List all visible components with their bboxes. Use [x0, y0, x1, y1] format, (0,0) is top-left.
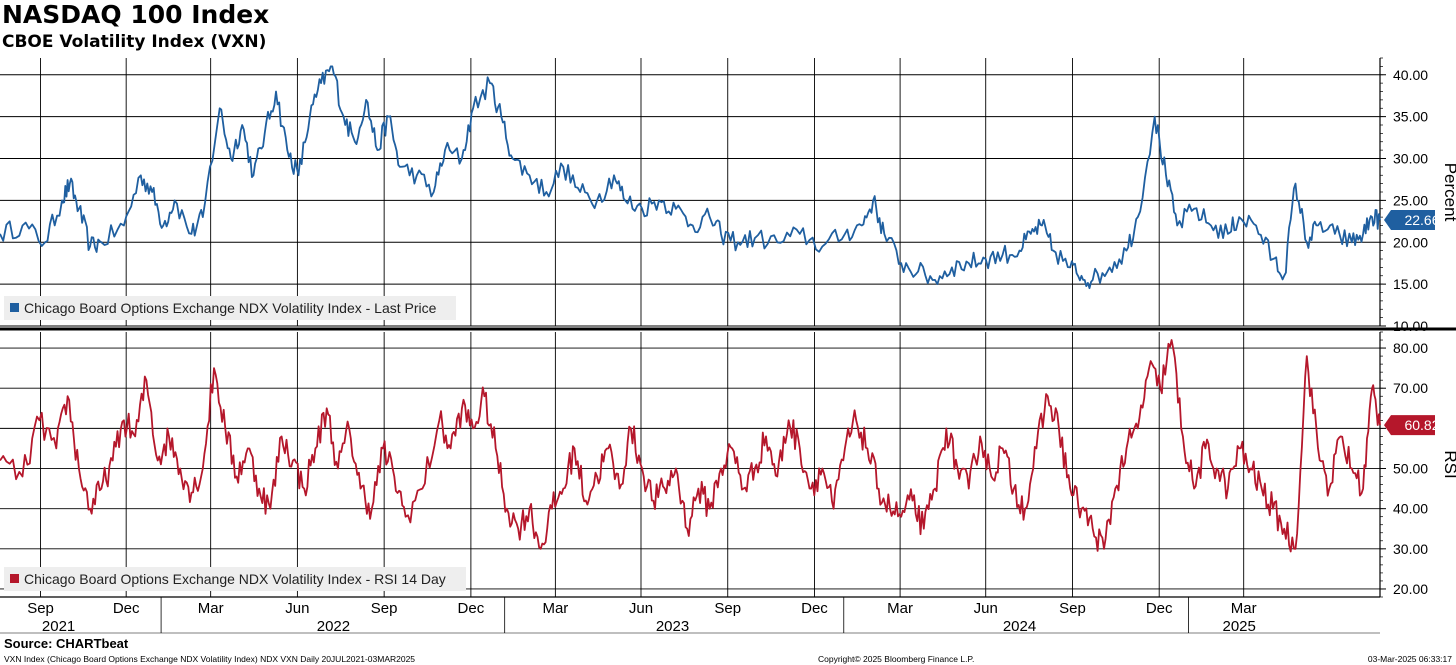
x-month-label: Sep	[27, 600, 54, 617]
y-tick-label: 20.00	[1393, 234, 1428, 250]
legend-box	[4, 567, 466, 591]
x-month-label: Dec	[1146, 600, 1173, 617]
legend-swatch	[10, 303, 19, 312]
y-axis-title: Percent	[1441, 163, 1456, 222]
chart-subtitle: CBOE Volatility Index (VXN)	[2, 32, 267, 52]
x-month-label: Jun	[974, 600, 998, 617]
panel-background-2	[0, 332, 1380, 597]
y-tick-label: 80.00	[1393, 340, 1428, 356]
y-tick-label: 30.00	[1393, 151, 1428, 167]
x-month-label: Sep	[371, 600, 398, 617]
x-month-label: Dec	[458, 600, 485, 617]
x-month-label: Dec	[801, 600, 828, 617]
last-value-tag	[1384, 415, 1435, 436]
last-value-label: 60.82	[1404, 417, 1439, 433]
legend-label: Chicago Board Options Exchange NDX Volat…	[24, 300, 437, 316]
x-month-label: Mar	[1231, 600, 1257, 617]
y-tick-label: 40.00	[1393, 501, 1428, 517]
x-year-label: 2024	[1003, 618, 1036, 635]
x-year-label: 2025	[1222, 618, 1255, 635]
y-tick-label: 40.00	[1393, 67, 1428, 83]
x-month-label: Mar	[887, 600, 913, 617]
legend-swatch	[10, 574, 19, 583]
y-tick-label: 70.00	[1393, 380, 1428, 396]
y-tick-label: 15.00	[1393, 276, 1428, 292]
footer-copyright: Copyright© 2025 Bloomberg Finance L.P.	[818, 654, 975, 664]
footer-security-info: VXN Index (Chicago Board Options Exchang…	[4, 654, 416, 664]
x-year-label: 2022	[317, 618, 350, 635]
x-month-label: Mar	[198, 600, 224, 617]
y-axis-title: RSI	[1441, 450, 1456, 478]
chart-title: NASDAQ 100 Index	[2, 0, 270, 29]
x-month-label: Jun	[285, 600, 309, 617]
x-year-label: 2021	[42, 618, 75, 635]
y-tick-label: 20.00	[1393, 581, 1428, 597]
footer-timestamp: 03-Mar-2025 06:33:17	[1367, 654, 1452, 664]
x-month-label: Mar	[542, 600, 568, 617]
source-note: Source: CHARTbeat	[4, 636, 129, 651]
y-tick-label: 35.00	[1393, 109, 1428, 125]
y-tick-label: 50.00	[1393, 461, 1428, 477]
last-value-tag	[1384, 209, 1435, 230]
x-month-label: Jun	[629, 600, 653, 617]
legend-box	[4, 296, 456, 320]
y-tick-label: 10.00	[1393, 318, 1428, 334]
x-year-label: 2023	[656, 618, 689, 635]
legend-label: Chicago Board Options Exchange NDX Volat…	[24, 571, 446, 587]
rsi-series-line	[0, 339, 1381, 553]
price-series-line	[0, 65, 1381, 290]
x-month-label: Sep	[714, 600, 741, 617]
panel-background-1	[0, 58, 1380, 326]
x-month-label: Sep	[1059, 600, 1086, 617]
last-value-label: 22.66	[1404, 212, 1439, 228]
y-tick-label: 30.00	[1393, 541, 1428, 557]
y-tick-label: 25.00	[1393, 192, 1428, 208]
x-month-label: Dec	[113, 600, 140, 617]
